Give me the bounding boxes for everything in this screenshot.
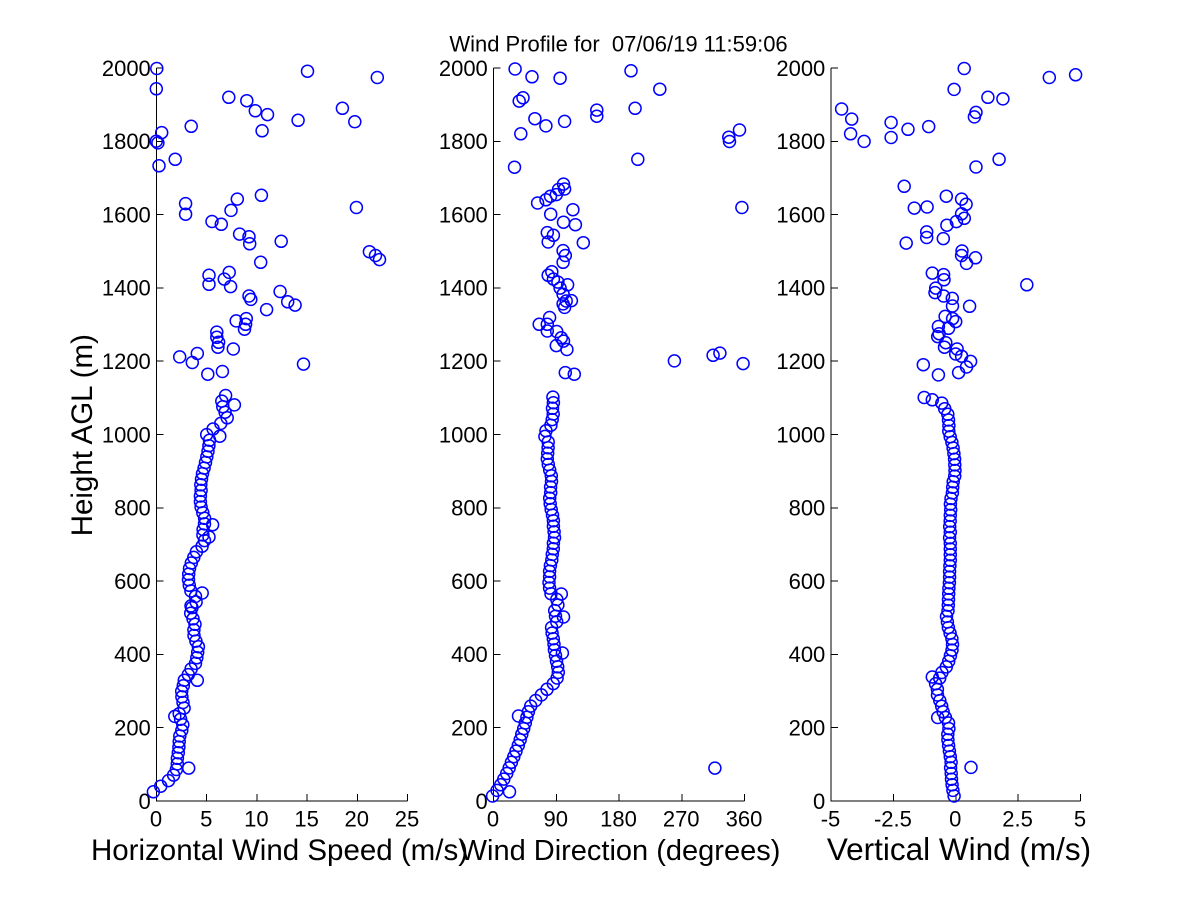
svg-text:15: 15 — [294, 807, 318, 832]
svg-text:600: 600 — [451, 569, 488, 594]
svg-text:400: 400 — [789, 642, 826, 667]
svg-text:600: 600 — [114, 569, 151, 594]
svg-text:400: 400 — [114, 642, 151, 667]
svg-text:1000: 1000 — [439, 422, 488, 447]
svg-text:1200: 1200 — [102, 349, 151, 374]
svg-text:Vertical Wind (m/s): Vertical Wind (m/s) — [827, 831, 1091, 867]
svg-text:2000: 2000 — [439, 56, 488, 81]
svg-text:1800: 1800 — [102, 129, 151, 154]
svg-text:10: 10 — [244, 807, 268, 832]
svg-text:Wind Direction (degrees): Wind Direction (degrees) — [460, 835, 781, 867]
svg-text:20: 20 — [345, 807, 369, 832]
svg-text:1200: 1200 — [776, 349, 825, 374]
svg-text:1000: 1000 — [776, 422, 825, 447]
svg-text:1600: 1600 — [439, 202, 488, 227]
svg-text:0: 0 — [150, 807, 162, 832]
svg-text:5: 5 — [1074, 807, 1086, 832]
svg-text:1400: 1400 — [439, 276, 488, 301]
svg-text:600: 600 — [789, 569, 826, 594]
svg-text:200: 200 — [789, 716, 826, 741]
svg-text:1400: 1400 — [776, 276, 825, 301]
svg-text:2000: 2000 — [776, 56, 825, 81]
svg-text:2000: 2000 — [102, 56, 151, 81]
svg-text:-5: -5 — [821, 807, 841, 832]
svg-text:25: 25 — [395, 807, 419, 832]
svg-text:2.5: 2.5 — [1002, 807, 1033, 832]
svg-text:0: 0 — [949, 807, 961, 832]
svg-text:Height AGL (m): Height AGL (m) — [66, 334, 99, 536]
svg-text:-2.5: -2.5 — [874, 807, 912, 832]
svg-text:180: 180 — [600, 807, 637, 832]
svg-text:1600: 1600 — [776, 202, 825, 227]
svg-text:1200: 1200 — [439, 349, 488, 374]
svg-text:360: 360 — [726, 807, 763, 832]
svg-text:800: 800 — [451, 496, 488, 521]
svg-text:0: 0 — [476, 789, 488, 814]
svg-text:200: 200 — [451, 716, 488, 741]
svg-text:0: 0 — [487, 807, 499, 832]
svg-text:200: 200 — [114, 716, 151, 741]
svg-text:800: 800 — [789, 496, 826, 521]
svg-text:Horizontal Wind Speed (m/s): Horizontal Wind Speed (m/s) — [91, 834, 468, 867]
svg-text:1000: 1000 — [102, 422, 151, 447]
svg-text:400: 400 — [451, 642, 488, 667]
svg-text:1800: 1800 — [776, 129, 825, 154]
svg-text:1600: 1600 — [102, 202, 151, 227]
svg-text:90: 90 — [544, 807, 568, 832]
svg-text:Wind Profile for 07/06/19 11:: Wind Profile for 07/06/19 11:59:06 — [449, 31, 787, 56]
svg-text:5: 5 — [200, 807, 212, 832]
svg-text:1400: 1400 — [102, 276, 151, 301]
svg-text:270: 270 — [663, 807, 700, 832]
svg-text:1800: 1800 — [439, 129, 488, 154]
svg-text:0: 0 — [813, 789, 825, 814]
svg-text:800: 800 — [114, 496, 151, 521]
